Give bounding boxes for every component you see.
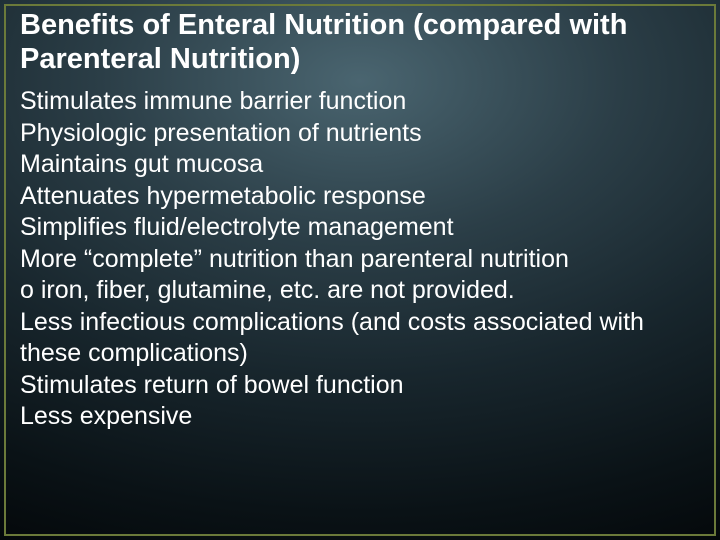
body-line: Maintains gut mucosa bbox=[20, 149, 700, 181]
body-line: Less infectious complications (and costs… bbox=[20, 307, 700, 370]
slide-body: Stimulates immune barrier function Physi… bbox=[20, 86, 700, 433]
body-line: Attenuates hypermetabolic response bbox=[20, 181, 700, 213]
body-line: Less expensive bbox=[20, 401, 700, 433]
body-line: Simplifies fluid/electrolyte management bbox=[20, 212, 700, 244]
body-line: More “complete” nutrition than parentera… bbox=[20, 244, 700, 276]
body-line: o iron, fiber, glutamine, etc. are not p… bbox=[20, 275, 700, 307]
slide-frame: Benefits of Enteral Nutrition (compared … bbox=[4, 4, 716, 536]
slide-title: Benefits of Enteral Nutrition (compared … bbox=[20, 8, 700, 76]
body-line: Physiologic presentation of nutrients bbox=[20, 118, 700, 150]
body-line: Stimulates immune barrier function bbox=[20, 86, 700, 118]
body-line: Stimulates return of bowel function bbox=[20, 370, 700, 402]
